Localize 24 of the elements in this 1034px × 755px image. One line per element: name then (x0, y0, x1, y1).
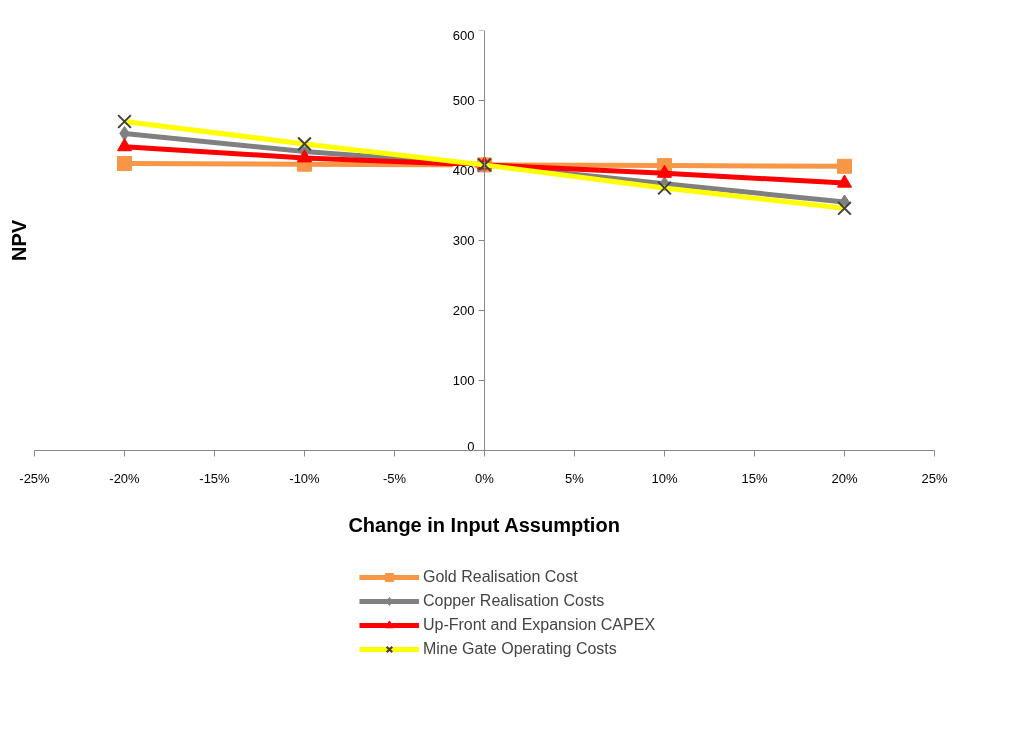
y-tick-label: 400 (452, 163, 475, 178)
y-tick-label: 100 (452, 373, 475, 388)
y-tick-label: 0 (467, 438, 475, 454)
x-tick-label: -15% (199, 470, 231, 486)
legend-label: Gold Realisation Cost (422, 568, 578, 586)
legend-label: Up-Front and Expansion CAPEX (422, 616, 656, 634)
x-tick-label: -5% (382, 470, 407, 486)
y-tick-label: 500 (452, 93, 475, 108)
x-tick-label: 0% (475, 470, 495, 486)
x-tick-label: 25% (921, 470, 948, 486)
legend-label: Copper Realisation Costs (422, 592, 605, 610)
legend-label: Mine Gate Operating Costs (422, 640, 617, 658)
x-axis-title: Change in Input Assumption (348, 513, 620, 536)
x-tick-label: 20% (831, 470, 858, 486)
y-tick-label: 300 (452, 233, 475, 248)
y-tick-label: 200 (452, 303, 475, 318)
x-tick-label: 15% (741, 470, 768, 486)
y-tick-label: 600 (452, 27, 475, 43)
x-tick-label: -25% (19, 470, 51, 486)
x-tick-label: 10% (651, 470, 678, 486)
x-tick-label: -20% (109, 470, 141, 486)
y-axis-title: NPV (7, 219, 30, 262)
x-tick-label: -10% (289, 470, 321, 486)
x-tick-label: 5% (565, 470, 585, 486)
